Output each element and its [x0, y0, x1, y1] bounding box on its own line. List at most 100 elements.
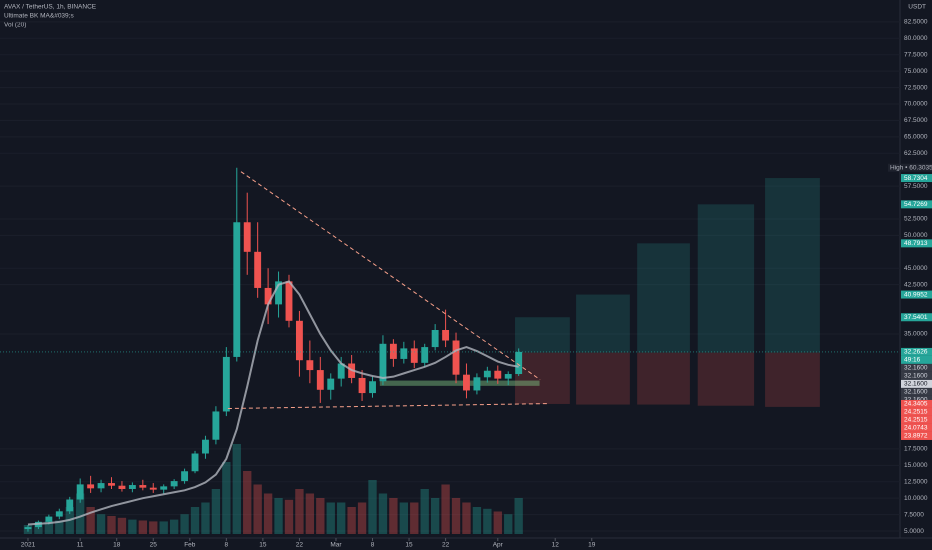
y-tick-label: 82.5000 — [904, 19, 928, 26]
volume-bar — [159, 521, 168, 534]
candle-body — [463, 374, 470, 391]
candle-body — [233, 222, 241, 357]
x-tick-label: 15 — [405, 542, 413, 549]
candle-body — [431, 330, 439, 348]
target-tag-bg — [901, 200, 932, 209]
entry-tag-bg — [901, 387, 932, 396]
x-tick-label: 2021 — [21, 542, 36, 549]
candle-body — [515, 351, 523, 375]
volume-bar — [316, 498, 325, 534]
y-tick-label: 57.5000 — [904, 183, 928, 190]
entry-tag: 32.1600 — [904, 365, 928, 372]
y-tick-label: 12.5000 — [904, 478, 928, 485]
stop-box — [515, 352, 570, 404]
volume-bar — [107, 516, 116, 534]
stop-tag: 23.8972 — [904, 433, 928, 440]
stop-box — [765, 352, 820, 407]
candle-body — [243, 222, 251, 252]
target-tag-bg — [901, 290, 932, 299]
countdown: 49:16 — [904, 357, 921, 364]
volume-bar — [128, 519, 137, 534]
candle-body — [128, 485, 136, 489]
volume-bar — [76, 493, 85, 534]
volume-bar — [410, 502, 419, 534]
volume-bar — [399, 502, 409, 534]
volume-bar — [232, 444, 241, 534]
stop-box — [576, 352, 630, 405]
volume-bar — [483, 508, 492, 534]
volume-bar — [326, 502, 335, 534]
candle-body — [118, 485, 126, 489]
candle-body — [316, 370, 324, 390]
volume-bar — [462, 502, 471, 534]
volume-bar — [472, 507, 482, 534]
candle-body — [181, 471, 189, 482]
stop-tag-bg — [901, 415, 932, 424]
candle-body — [504, 374, 512, 379]
candle-body — [295, 320, 303, 361]
volume-bar — [149, 521, 158, 534]
x-tick-label: Feb — [184, 542, 196, 549]
candle-body — [379, 343, 387, 382]
target-tag-bg — [901, 174, 932, 183]
volume-bar — [441, 484, 450, 534]
candle-body — [170, 481, 178, 487]
entry-tag: 32.1600 — [904, 373, 928, 380]
target-box — [515, 317, 570, 353]
chart-title: AVAX / TetherUS, 1h, BINANCE — [4, 4, 97, 11]
candle-body — [473, 377, 481, 391]
y-tick-label: 70.0000 — [904, 101, 928, 108]
stop-tag-bg — [901, 423, 932, 432]
high-marker-bg — [888, 163, 932, 172]
x-tick-label: 11 — [77, 542, 84, 549]
target-tag: 40.9952 — [904, 291, 928, 298]
x-tick-label: 18 — [113, 542, 121, 549]
stop-tag: 24.2515 — [904, 417, 928, 424]
y-tick-label: 45.0000 — [904, 265, 928, 272]
volume-bar — [274, 498, 283, 534]
entry-tag: 32.1600 — [904, 389, 928, 396]
y-tick-label: 35.0000 — [904, 331, 928, 338]
volume-bar — [305, 493, 315, 534]
candle-body — [264, 287, 272, 305]
stop-tag-bg — [901, 431, 932, 440]
volume-bar — [347, 507, 356, 534]
countdown-bg — [901, 355, 932, 364]
volume-bar — [180, 514, 189, 534]
candle-body — [212, 411, 220, 440]
candle-body — [275, 281, 282, 305]
volume-bar — [55, 520, 64, 534]
candle-body — [452, 340, 460, 375]
volume-bar — [295, 489, 304, 534]
volume-bar — [117, 517, 127, 534]
y-tick-label: 67.5000 — [904, 117, 928, 124]
volume-bar — [190, 507, 200, 534]
last-price-tag-bg — [901, 347, 932, 356]
y-tick-label: 50.0000 — [904, 232, 928, 239]
y-tick-label: 77.5000 — [904, 51, 928, 58]
currency-selector[interactable]: USDT — [908, 4, 926, 11]
volume-bar — [201, 502, 210, 534]
x-tick-label: Mar — [330, 542, 342, 549]
candle-body — [108, 483, 115, 486]
candle-body — [494, 370, 502, 379]
candle-body — [327, 378, 335, 390]
candle-body — [160, 486, 168, 490]
stop-tag-bg — [901, 399, 932, 408]
target-tag-bg — [901, 313, 932, 322]
x-tick-label: 25 — [150, 542, 158, 549]
y-tick-label: 7.5000 — [904, 511, 924, 518]
entry-tag-bg — [901, 371, 932, 380]
trendline — [240, 171, 541, 381]
entry-tag: 32.1600 — [904, 381, 928, 388]
stop-tag-bg — [901, 407, 932, 416]
volume-bar — [504, 514, 513, 534]
x-tick-label: 8 — [225, 542, 229, 549]
volume-bar — [368, 480, 377, 534]
volume-bar — [420, 489, 429, 534]
x-tick-label: 8 — [371, 542, 375, 549]
volume-bar — [430, 498, 440, 534]
volume-bar — [169, 519, 179, 534]
volume-bar — [493, 511, 502, 534]
candle-body — [337, 363, 345, 379]
